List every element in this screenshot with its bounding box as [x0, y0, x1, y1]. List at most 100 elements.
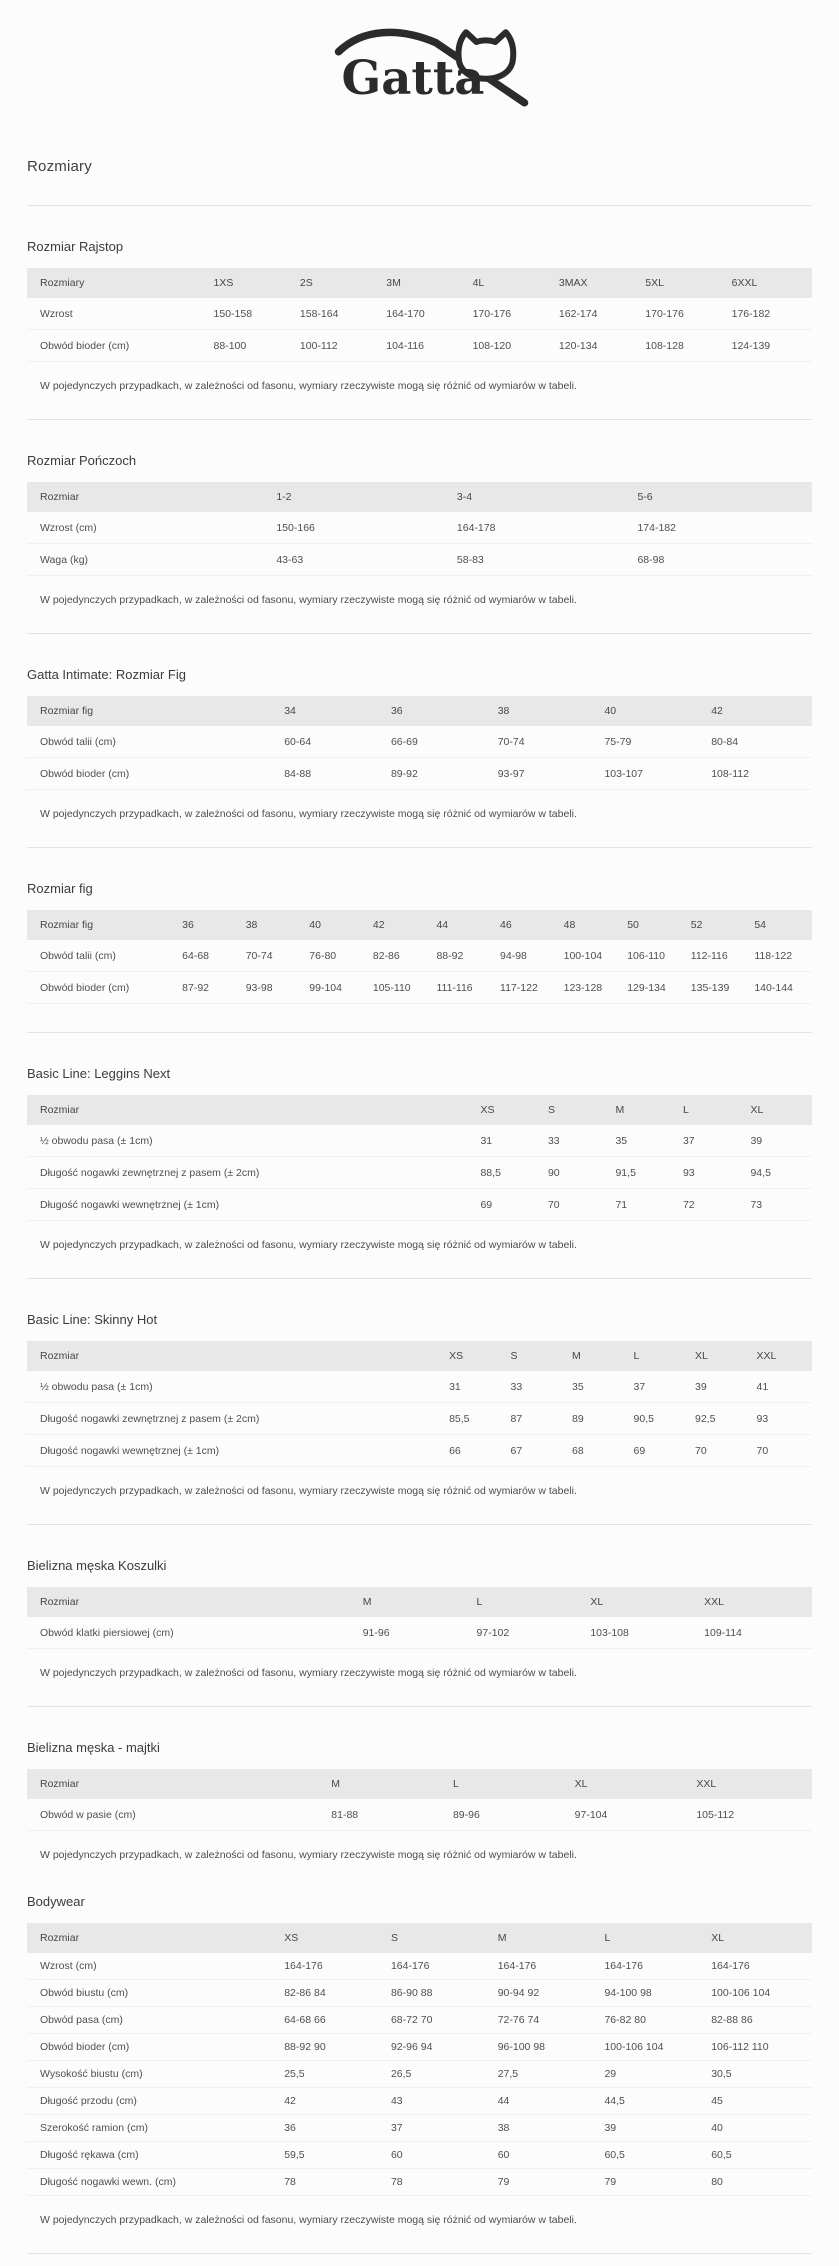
- size-table: Rozmiar fig 34 36 38 40 42 Obwód talii (cm) 60-…: [27, 696, 812, 790]
- size-table: Rozmiar XS S M L XL ½ obwodu pasa (± 1cm) 31 33 3…: [27, 1095, 812, 1221]
- section-divider: [27, 633, 812, 634]
- table-head: Rozmiar M L XL XXL: [27, 1769, 812, 1799]
- row-label: Wzrost (cm): [27, 1953, 279, 1980]
- section-title: Bodywear: [27, 1894, 85, 1909]
- size-cell: 35: [566, 1371, 628, 1403]
- section-divider: [27, 419, 812, 420]
- size-sections: Rozmiar Rajstop Rozmiary 1XS 2S 3M 4L 3MAX 5XL 6…: [27, 205, 812, 2254]
- size-column-header: XS: [443, 1341, 505, 1371]
- row-label-header: Rozmiar: [27, 1923, 279, 1953]
- size-cell: 66: [443, 1434, 505, 1467]
- row-label: Długość nogawki wewnętrznej (± 1cm): [27, 1434, 444, 1467]
- table-row: Długość nogawki wewnętrznej (± 1cm) 66 67 6…: [27, 1434, 812, 1467]
- size-cell: 89-96: [446, 1799, 569, 1831]
- size-section: Bielizna męska Koszulki Rozmiar M L XL XXL Obw…: [27, 1524, 812, 1679]
- size-column-header: XL: [689, 1341, 751, 1371]
- size-cell: 88-92: [430, 940, 495, 972]
- row-label: Obwód pasa (cm): [27, 2006, 279, 2034]
- size-cell: 29: [598, 2060, 706, 2088]
- size-column-header: XS: [278, 1923, 385, 1953]
- section-divider: [27, 1032, 812, 1033]
- size-column-header: XXL: [690, 1769, 812, 1799]
- size-cell: 37: [676, 1125, 745, 1157]
- size-column-header: L: [446, 1769, 569, 1799]
- size-cell: 82-88 86: [705, 2006, 812, 2034]
- table-row: Obwód bioder (cm) 84-88 89-92 93-97 103-107 1…: [27, 757, 812, 790]
- size-cell: 70: [750, 1434, 812, 1467]
- size-column-header: M: [566, 1341, 628, 1371]
- row-label: Waga (kg): [27, 543, 271, 576]
- size-cell: 43: [384, 2087, 492, 2115]
- size-table: Rozmiar 1-2 3-4 5-6 Wzrost (cm) 150-166 164-17…: [27, 482, 812, 576]
- size-column-header: 42: [366, 910, 431, 940]
- size-cell: 93-98: [239, 971, 304, 1004]
- size-cell: 84-88: [278, 757, 385, 790]
- size-cell: 66-69: [384, 726, 492, 758]
- size-cell: 43-63: [270, 543, 451, 576]
- size-cell: 97-102: [470, 1617, 585, 1649]
- size-cell: 31: [474, 1125, 542, 1157]
- gatta-logo[interactable]: Gatta: [307, 18, 532, 114]
- table-body: Obwód talii (cm) 60-64 66-69 70-74 75-79 80-8…: [27, 726, 812, 790]
- size-disclaimer: W pojedynczych przypadkach, w zależności…: [40, 1239, 577, 1251]
- row-label: Obwód w pasie (cm): [27, 1799, 326, 1831]
- size-cell: 31: [443, 1371, 505, 1403]
- size-column-header: L: [627, 1341, 689, 1371]
- size-cell: 69: [627, 1434, 689, 1467]
- size-cell: 93-97: [491, 757, 599, 790]
- size-cell: 71: [609, 1188, 677, 1221]
- size-cell: 76-82 80: [598, 2006, 706, 2034]
- size-cell: 90,5: [627, 1402, 689, 1435]
- size-disclaimer: W pojedynczych przypadkach, w zależności…: [40, 808, 577, 820]
- size-section: Gatta Intimate: Rozmiar Fig Rozmiar fig 34…: [27, 633, 812, 820]
- size-cell: 164-176: [598, 1953, 706, 1980]
- size-table: Rozmiar XS S M L XL Wzrost (cm) 164-176 164-176 1…: [27, 1923, 812, 2196]
- section-title: Rozmiar Rajstop: [27, 239, 124, 254]
- table-head: Rozmiar XS S M L XL: [27, 1095, 812, 1125]
- header-row: Rozmiary 1XS 2S 3M 4L 3MAX 5XL 6XXL: [27, 268, 812, 298]
- size-cell: 97-104: [568, 1799, 691, 1831]
- size-column-header: L: [598, 1923, 706, 1953]
- row-label: Obwód talii (cm): [27, 940, 177, 972]
- size-cell: 103-108: [584, 1617, 699, 1649]
- size-column-header: 6XXL: [725, 268, 812, 298]
- size-table: Rozmiar M L XL XXL Obwód w pasie (cm) 81-88 89-…: [27, 1769, 812, 1831]
- size-cell: 164-176: [491, 1953, 599, 1980]
- size-cell: 79: [491, 2168, 599, 2196]
- table-body: Obwód klatki piersiowej (cm) 91-96 97-102 1…: [27, 1617, 812, 1649]
- size-cell: 33: [504, 1371, 567, 1403]
- size-column-header: 52: [684, 910, 749, 940]
- size-disclaimer: W pojedynczych przypadkach, w zależności…: [40, 1849, 577, 1861]
- size-column-header: XXL: [750, 1341, 812, 1371]
- size-column-header: 3M: [380, 268, 467, 298]
- size-column-header: XL: [705, 1923, 812, 1953]
- section-divider: [27, 2253, 812, 2254]
- size-cell: 104-116: [380, 329, 467, 362]
- size-column-header: XL: [584, 1587, 699, 1617]
- row-label: Obwód bioder (cm): [27, 971, 177, 1004]
- size-cell: 111-116: [430, 971, 495, 1004]
- section-title: Basic Line: Skinny Hot: [27, 1312, 158, 1327]
- header-row: Rozmiar 1-2 3-4 5-6: [27, 482, 812, 512]
- table-body: ½ obwodu pasa (± 1cm) 31 33 35 37 39 Długość n…: [27, 1125, 812, 1221]
- size-cell: 70: [689, 1434, 751, 1467]
- size-column-header: S: [384, 1923, 492, 1953]
- size-cell: 112-116: [684, 940, 749, 972]
- row-label-header: Rozmiary: [27, 268, 208, 298]
- size-cell: 124-139: [725, 329, 812, 362]
- row-label: Szerokość ramion (cm): [27, 2114, 279, 2142]
- size-cell: 120-134: [552, 329, 640, 362]
- section-divider: [27, 847, 812, 848]
- section-divider: [27, 1706, 812, 1707]
- table-row: Długość przodu (cm) 42 43 44 44,5 45: [27, 2087, 812, 2115]
- size-cell: 42: [278, 2087, 385, 2115]
- size-cell: 91-96: [356, 1617, 471, 1649]
- size-cell: 75-79: [598, 726, 706, 758]
- header-row: Rozmiar XS S M L XL: [27, 1095, 812, 1125]
- size-disclaimer: W pojedynczych przypadkach, w zależności…: [40, 594, 577, 606]
- size-cell: 87-92: [176, 971, 240, 1004]
- size-table: Rozmiar XS S M L XL XXL ½ obwodu pasa (± 1cm) 31…: [27, 1341, 812, 1467]
- size-cell: 117-122: [494, 971, 558, 1004]
- table-row: Długość nogawki wewn. (cm) 78 78 79 79 80: [27, 2168, 812, 2196]
- size-cell: 40: [705, 2114, 812, 2142]
